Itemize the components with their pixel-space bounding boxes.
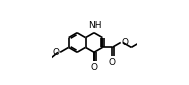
Text: O: O	[109, 58, 116, 67]
Text: O: O	[52, 48, 59, 57]
Text: NH: NH	[88, 21, 101, 30]
Text: O: O	[91, 63, 98, 72]
Text: O: O	[122, 38, 129, 47]
